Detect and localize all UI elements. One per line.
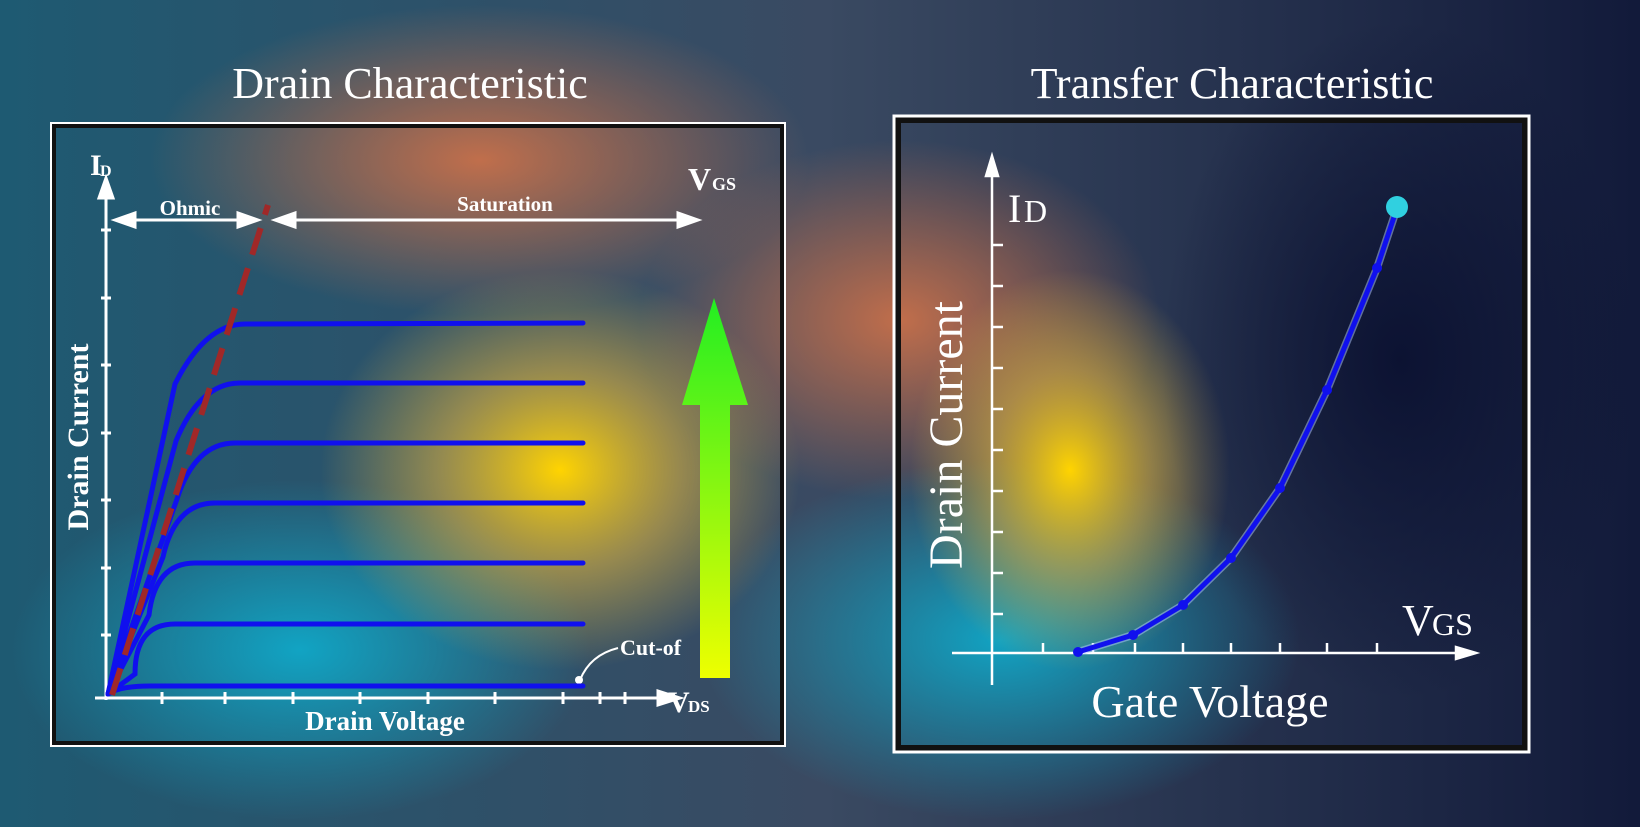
drain-curve (105, 560, 586, 697)
cutoff-label: Cut-of (620, 635, 682, 660)
right-x-axis-label: Gate Voltage (1091, 676, 1328, 727)
vgs-increase-arrow (682, 298, 748, 678)
right-y-axis-symbol: I (1008, 186, 1021, 231)
background-glow (150, 5, 810, 315)
curve-point (1178, 600, 1188, 610)
ohmic-saturation-boundary (109, 204, 271, 696)
drain-curve (105, 500, 586, 697)
left-y-axis-symbol: I (90, 149, 102, 182)
curve-point (1275, 483, 1285, 493)
left-axes (95, 173, 685, 708)
background-shade (1162, 20, 1638, 700)
curve-point (1372, 263, 1382, 273)
ohmic-region-label: Ohmic (160, 196, 221, 220)
vgs-sub: GS (712, 174, 736, 194)
left-x-axis-sub: DS (688, 697, 710, 716)
right-x-axis-sub: GS (1432, 606, 1473, 642)
cutoff-pointer (579, 647, 619, 681)
curve-point (1226, 553, 1236, 563)
transfer-curve-line (1077, 207, 1400, 655)
region-arrows (110, 210, 703, 230)
drain-curves (105, 320, 586, 697)
background-glow (910, 270, 1230, 670)
curve-end-dot (1386, 196, 1408, 218)
curve-point (1322, 385, 1332, 395)
transfer-characteristic-panel: I D V GS Gate Voltage Drain Current (892, 114, 1531, 754)
cutoff-marker (575, 676, 583, 684)
right-y-axis-label: Drain Current (920, 300, 973, 569)
curve-point (1073, 647, 1083, 657)
left-y-axis-sub: D (100, 163, 112, 180)
transfer-curve (1073, 196, 1408, 657)
vgs-symbol: V (688, 161, 711, 197)
right-panel-title: Transfer Characteristic (1031, 59, 1434, 108)
right-x-axis-symbol: V (1402, 596, 1434, 645)
drain-characteristic-panel: I D V DS V GS Drain Voltage Drain Curren… (50, 122, 786, 747)
saturation-region-label: Saturation (457, 192, 553, 216)
drain-curve (105, 320, 586, 697)
drain-curve (105, 621, 586, 697)
curve-point (1128, 630, 1138, 640)
left-panel-title: Drain Characteristic (232, 59, 588, 108)
left-y-axis-label: Drain Current (62, 344, 95, 531)
right-y-axis-sub: D (1024, 193, 1047, 229)
background-glow (320, 270, 800, 670)
left-x-axis-symbol: V (668, 686, 690, 719)
left-x-axis-label: Drain Voltage (305, 706, 465, 736)
